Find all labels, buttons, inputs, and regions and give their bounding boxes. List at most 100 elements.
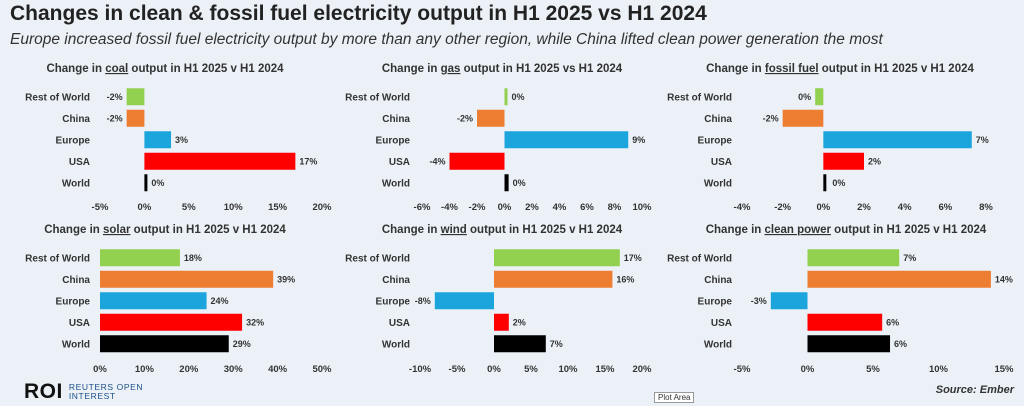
bar-usa [494,313,509,331]
chart-title-key: solar [103,224,131,236]
data-label-china: 16% [616,274,634,284]
bar-world [823,174,827,192]
bar-usa [823,152,864,170]
x-tick-label: -5% [449,364,466,375]
logo-mark: ROI [24,380,63,403]
data-label-usa: 32% [246,317,264,327]
category-label-rest-of-world: Rest of World [345,92,410,103]
category-label-world: World [62,178,90,189]
category-label-usa: USA [711,157,732,168]
data-label-rest-of-world: 7% [903,253,916,263]
category-label-europe: Europe [56,135,91,146]
data-label-china: -2% [107,113,123,123]
wind-chart: Change in wind output in H1 2025 v H1 20… [345,224,652,375]
data-label-rest-of-world: 17% [624,253,642,263]
bar-china [782,109,824,127]
x-tick-label: 40% [268,364,288,375]
x-tick-label: 20% [312,202,332,213]
chart-title-prefix: Change in [706,224,765,236]
chart-title-prefix: Change in [706,63,765,75]
category-label-rest-of-world: Rest of World [667,253,732,264]
x-tick-label: -2% [469,202,486,213]
category-label-europe: Europe [376,135,411,146]
x-tick-label: -5% [734,364,751,375]
chart-title-key: coal [105,63,128,75]
data-label-world: 6% [894,339,907,349]
chart-title-key: wind [440,224,467,236]
bar-rest-of-world [807,249,900,267]
data-label-usa: 2% [513,317,526,327]
bar-world [807,335,891,353]
bar-usa [449,152,505,170]
chart-title-suffix: output in H1 2025 v H1 2024 [130,224,286,236]
x-tick-label: 6% [938,202,952,213]
x-tick-label: 10% [558,364,578,375]
category-label-world: World [704,339,732,350]
bar-world [144,174,148,192]
x-tick-label: 5% [866,364,880,375]
plot-area-tooltip: Plot Area [654,392,695,403]
bar-usa [100,313,243,331]
data-label-usa: 6% [886,317,899,327]
bar-world [504,174,509,192]
logo-line-2: INTEREST [68,391,116,401]
bar-usa [144,152,296,170]
category-label-rest-of-world: Rest of World [345,253,410,264]
gas-chart: Change in gas output in H1 2025 vs H1 20… [345,63,652,213]
chart-title: Change in clean power output in H1 2025 … [706,224,987,236]
x-tick-label: 0% [498,202,512,213]
bar-china [100,270,274,288]
category-label-usa: USA [69,318,90,329]
bar-world [494,335,546,353]
chart-title-suffix: output in H1 2025 vs H1 2024 [460,63,622,75]
data-label-rest-of-world: -2% [107,92,123,102]
x-tick-label: 15% [268,202,288,213]
x-tick-label: 0% [93,364,107,375]
bar-rest-of-world [126,88,145,106]
bar-europe [434,292,494,310]
category-label-usa: USA [711,318,732,329]
logo-line-1: REUTERS OPEN [68,382,144,392]
source-note: Source: Ember [935,384,1014,396]
category-label-china: China [704,275,732,286]
data-label-china: -2% [457,113,473,123]
bar-rest-of-world [815,88,824,106]
data-label-europe: 24% [211,296,229,306]
chart-title-key: gas [441,63,461,75]
data-label-world: 0% [513,178,526,188]
chart-title: Change in gas output in H1 2025 vs H1 20… [382,63,623,75]
logo-text: REUTERS OPEN INTEREST [69,383,143,401]
chart-title-prefix: Change in [46,63,105,75]
x-tick-label: 15% [595,364,615,375]
data-label-usa: -4% [429,156,445,166]
bar-rest-of-world [504,88,508,106]
x-tick-label: 0% [801,364,815,375]
chart-title: Change in wind output in H1 2025 v H1 20… [382,224,623,236]
data-label-usa: 2% [868,156,881,166]
data-label-world: 7% [550,339,563,349]
data-label-world: 0% [832,178,845,188]
bar-china [494,270,613,288]
chart-title-prefix: Change in [382,63,441,75]
category-label-world: World [382,339,410,350]
category-label-rest-of-world: Rest of World [25,92,90,103]
bar-europe [144,131,172,149]
x-tick-label: 8% [608,202,622,213]
category-label-china: China [62,275,90,286]
data-label-china: 39% [277,274,295,284]
x-tick-label: -4% [734,202,751,213]
bar-europe [100,292,207,310]
x-tick-label: 0% [138,202,152,213]
solar-chart: Change in solar output in H1 2025 v H1 2… [25,224,332,375]
bar-rest-of-world [100,249,180,267]
coal-chart: Change in coal output in H1 2025 v H1 20… [25,63,332,213]
x-tick-label: -5% [92,202,109,213]
x-tick-label: -2% [774,202,791,213]
chart-title-prefix: Change in [44,224,103,236]
category-label-europe: Europe [56,296,91,307]
x-tick-label: 10% [224,202,244,213]
x-tick-label: 6% [580,202,594,213]
data-label-china: 14% [995,274,1013,284]
data-label-europe: 3% [175,135,188,145]
chart-title: Change in solar output in H1 2025 v H1 2… [44,224,286,236]
